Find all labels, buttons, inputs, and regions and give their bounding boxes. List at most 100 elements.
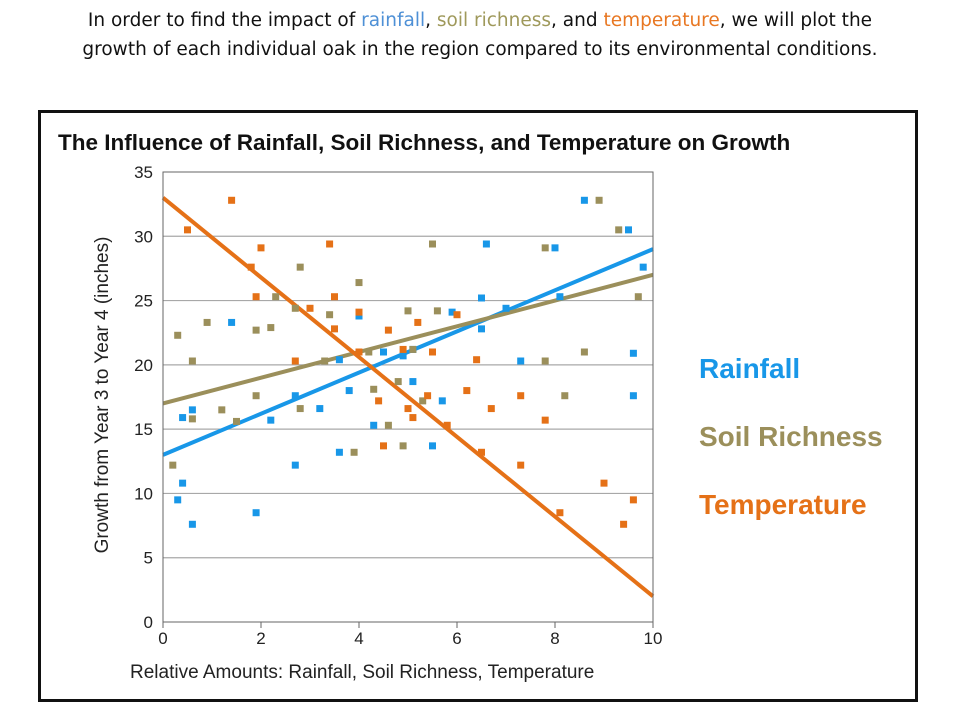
rainfall-point [291,392,299,400]
soil-richness-point [394,378,402,386]
rainfall-point [188,520,196,528]
temperature-point [306,304,314,312]
temperature-point [404,405,412,413]
rainfall-point [448,308,456,316]
x-tick-label: 2 [256,629,265,648]
soil-richness-point [272,293,280,301]
temperature-point [463,387,471,395]
keyword-rainfall: rainfall [361,10,426,31]
soil-richness-point [561,392,569,400]
temperature-point [399,345,407,353]
soil-richness-point [233,417,240,425]
temperature-point [487,405,495,413]
rainfall-point [335,448,343,456]
y-tick-label: 10 [134,484,153,503]
soil-richness-point [267,324,275,332]
temperature-point [473,356,481,364]
rainfall-point [409,378,417,386]
rainfall-point [625,226,632,234]
x-tick-label: 6 [452,629,461,648]
temperature-point [355,308,363,316]
grid-lines [163,235,653,559]
temperature-point [517,392,525,400]
rainfall-point [370,421,378,429]
soil-richness-point [370,385,378,393]
temperature-point [252,293,260,301]
keyword-temperature: temperature [603,10,720,31]
soil-richness-point [541,357,549,365]
soil-richness-point [252,392,260,400]
y-tick-label: 25 [134,292,153,311]
trend-lines [161,196,655,598]
rainfall-point [291,461,299,469]
temperature-point [424,392,432,400]
rainfall-point [629,392,637,400]
rainfall-point [267,416,275,424]
rainfall-point [478,294,485,302]
soil-richness-point [419,397,427,405]
temperature-point [414,318,422,326]
soil-richness-point [615,226,623,234]
soil-richness-point [595,196,603,204]
rainfall-point [345,387,353,395]
temperature-point [375,397,383,405]
soil-richness-point [169,461,177,469]
rainfall-point [174,496,182,504]
soil-richness-point [404,307,412,315]
legend: Rainfall Soil Richness Temperature [699,353,883,520]
temperature-point [247,263,255,271]
intro-text-part: , [425,10,437,31]
rainfall-point [179,414,187,422]
soil-richness-point [634,293,642,301]
rainfall-point [551,244,559,252]
rainfall-point [335,356,343,364]
rainfall-point [429,442,436,450]
legend-soil-richness: Soil Richness [699,421,883,452]
soil-richness-point [326,311,334,319]
temperature-point [331,293,338,301]
y-axis-ticks: 0 5 10 15 20 25 30 35 [134,163,153,632]
temperature-point [556,509,564,517]
data-points [169,196,647,528]
temperature-point [478,448,485,456]
rainfall-point [629,349,637,357]
legend-temperature: Temperature [699,489,867,520]
y-tick-label: 20 [134,356,153,375]
rainfall-point [482,240,490,248]
soil-richness-point [433,307,441,315]
intro-text-part: , we will plot the [719,10,873,31]
y-tick-label: 30 [134,227,153,246]
rainfall-point [517,357,525,365]
rainfall-point [478,325,485,333]
y-tick-label: 5 [144,549,153,568]
x-tick-label: 0 [158,629,167,648]
soil-richness-point [174,331,182,339]
rainfall-point [355,312,363,320]
temperature-point [326,240,334,248]
temperature-point [331,325,338,333]
rainfall-point [316,405,324,413]
y-tick-label: 35 [134,163,153,182]
rainfall-point [438,397,446,405]
soil-richness-point [355,279,363,287]
temperature-point [355,348,363,356]
temperature-point [517,461,525,469]
temperature-point [257,244,265,252]
rainfall-point [380,348,387,356]
intro-text-part: , and [551,10,604,31]
soil-richness-point [296,405,304,413]
soil-richness-point [203,318,211,326]
y-axis-label: Growth from Year 3 to Year 4 (inches) [92,237,113,554]
intro-text-part: In order to find the impact of [87,10,362,31]
soil-richness-point [218,406,226,414]
soil-richness-point [384,421,392,429]
chart-frame: The Influence of Rainfall, Soil Richness… [38,110,918,702]
soil-richness-point [296,263,304,271]
temperature-point [380,442,387,450]
x-axis-label: Relative Amounts: Rainfall, Soil Richnes… [130,662,594,683]
soil-richness-point [252,326,260,334]
soil-richness-point [350,448,358,456]
soil-richness-point [409,345,417,353]
temperature-point [443,421,451,429]
x-tick-label: 10 [644,629,663,648]
